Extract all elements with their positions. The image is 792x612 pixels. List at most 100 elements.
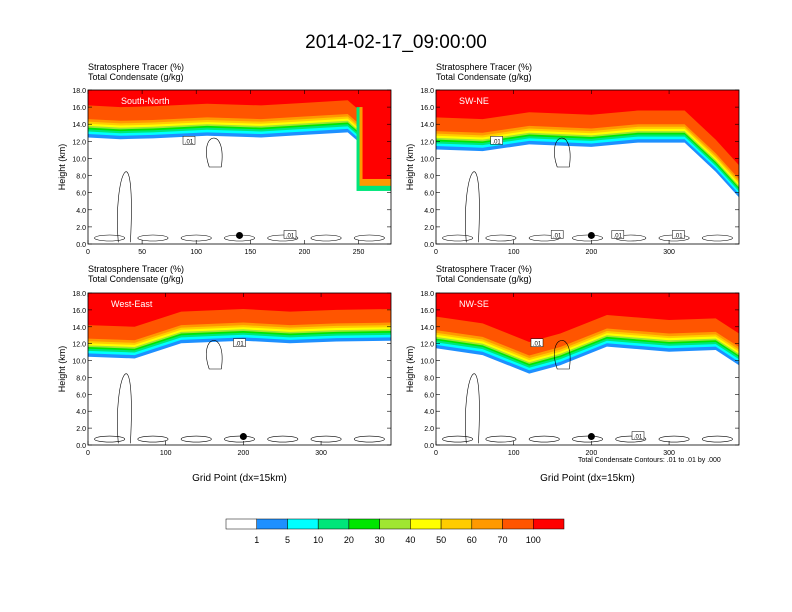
colorbar-label: 20 <box>344 535 354 545</box>
panel-header-nw-se: Stratosphere Tracer (%) Total Condensate… <box>436 264 532 284</box>
y-tick-label: 14.0 <box>72 122 86 129</box>
y-tick-label: 16.0 <box>72 308 86 315</box>
colorbar-swatch <box>317 518 350 530</box>
plot-frame <box>435 292 740 446</box>
colorbar-swatch <box>225 518 257 530</box>
y-tick-label: 0.0 <box>424 443 434 450</box>
x-tick-label: 300 <box>663 450 675 457</box>
colorbar-swatch <box>502 518 534 530</box>
colorbar-swatch <box>533 518 565 530</box>
contour-label-box <box>631 431 645 440</box>
x-tick-label: 150 <box>244 249 256 256</box>
x-tick-label: 250 <box>353 249 365 256</box>
colorbar-label: 5 <box>285 535 290 545</box>
x-axis-label: Grid Point (dx=15km) <box>540 473 635 484</box>
condensate-contour <box>180 435 212 443</box>
x-tick-label: 200 <box>586 450 598 457</box>
condensate-contour <box>267 234 299 242</box>
y-tick-label: 16.0 <box>420 308 434 315</box>
tracer-band <box>436 90 739 166</box>
y-tick-label: 18.0 <box>420 88 434 95</box>
plot-area: .01 .01 <box>436 293 739 445</box>
contour-label-box <box>490 136 503 145</box>
condensate-contour <box>94 435 126 443</box>
y-tick-label: 16.0 <box>72 105 86 112</box>
y-tick-label: 2.0 <box>76 426 86 433</box>
contour-label-box <box>611 230 625 239</box>
section-label: West-East <box>111 299 153 309</box>
y-axis-label: Height (km) <box>57 144 67 191</box>
contour-note: Total Condensate Contours: .01 to .01 by… <box>578 457 721 464</box>
x-tick-label: 200 <box>299 249 311 256</box>
x-axis-label: Grid Point (dx=15km) <box>192 473 287 484</box>
y-tick-label: 14.0 <box>420 122 434 129</box>
header-line-condensate: Total Condensate (g/kg) <box>88 72 184 82</box>
condensate-contour <box>94 234 126 242</box>
condensate-contour <box>310 435 342 443</box>
colorbar-swatch <box>440 518 473 530</box>
contour-label: .01 <box>634 435 643 441</box>
y-axis-label: Height (km) <box>57 346 67 393</box>
header-line-tracer: Stratosphere Tracer (%) <box>88 264 185 274</box>
header-line-tracer: Stratosphere Tracer (%) <box>436 264 533 274</box>
panel-nw-se: .01 .01 NW-SE 0.0 2.0 4.0 6.0 8.0 10.0 12.0 14.0 16… <box>405 291 740 484</box>
condensate-contour <box>353 435 385 443</box>
colorbar-label: 60 <box>467 535 477 545</box>
condensate-contour <box>528 435 560 443</box>
contour-label-box <box>283 230 297 239</box>
x-tick-label: 50 <box>138 249 146 256</box>
section-label: South-North <box>121 96 170 106</box>
contour-label: .01 <box>286 233 295 239</box>
y-tick-label: 10.0 <box>72 359 86 366</box>
y-tick-label: 14.0 <box>72 325 86 332</box>
y-tick-label: 6.0 <box>76 392 86 399</box>
colorbar-label: 100 <box>526 535 541 545</box>
y-tick-label: 2.0 <box>424 225 434 232</box>
y-tick-label: 10.0 <box>420 156 434 163</box>
condensate-contour <box>206 137 223 168</box>
x-tick-label: 200 <box>238 450 250 457</box>
condensate-contour <box>701 435 733 443</box>
y-tick-label: 18.0 <box>72 291 86 298</box>
condensate-contour <box>701 234 733 242</box>
condensate-contour <box>137 435 169 443</box>
y-tick-label: 0.0 <box>76 242 86 249</box>
y-tick-label: 0.0 <box>424 242 434 249</box>
condensate-contour <box>485 234 517 242</box>
condensate-contour <box>137 234 169 242</box>
x-tick-label: 200 <box>586 249 598 256</box>
colorbar-label: 1 <box>254 535 259 545</box>
y-tick-label: 12.0 <box>420 342 434 349</box>
contour-label: .01 <box>553 233 562 239</box>
colorbar-swatch <box>348 518 380 530</box>
header-line-tracer: Stratosphere Tracer (%) <box>88 62 185 72</box>
y-tick-label: 8.0 <box>424 174 434 181</box>
condensate-contour <box>310 234 342 242</box>
x-tick-label: 100 <box>190 249 202 256</box>
x-tick-label: 0 <box>434 249 438 256</box>
colorbar-swatch <box>287 518 319 530</box>
panel-south-north: .01 .01 South-North 0.0 2.0 4.0 6.0 8.0 10.0 12.0… <box>57 88 392 256</box>
tracer-band <box>88 293 391 327</box>
contour-label: .01 <box>492 139 501 145</box>
condensate-contour <box>442 234 474 242</box>
figure-title: 2014-02-17_09:00:00 <box>305 32 487 53</box>
plot-area: .01 .01 .01 .01 <box>436 90 739 244</box>
condensate-contour <box>465 171 480 243</box>
colorbar-label: 50 <box>436 535 446 545</box>
x-tick-label: 100 <box>508 249 520 256</box>
panel-header-west-east: Stratosphere Tracer (%) Total Condensate… <box>88 264 184 284</box>
y-tick-label: 4.0 <box>424 409 434 416</box>
condensate-contour <box>615 435 647 443</box>
tracer-band <box>88 90 391 110</box>
y-tick-label: 6.0 <box>424 191 434 198</box>
y-tick-label: 8.0 <box>76 174 86 181</box>
x-tick-label: 100 <box>508 450 520 457</box>
condensate-contour <box>267 435 299 443</box>
y-tick-label: 10.0 <box>420 359 434 366</box>
y-tick-label: 12.0 <box>72 342 86 349</box>
y-tick-label: 0.0 <box>76 443 86 450</box>
plot-area: .01 .01 <box>88 90 391 244</box>
contour-label: .01 <box>614 233 623 239</box>
